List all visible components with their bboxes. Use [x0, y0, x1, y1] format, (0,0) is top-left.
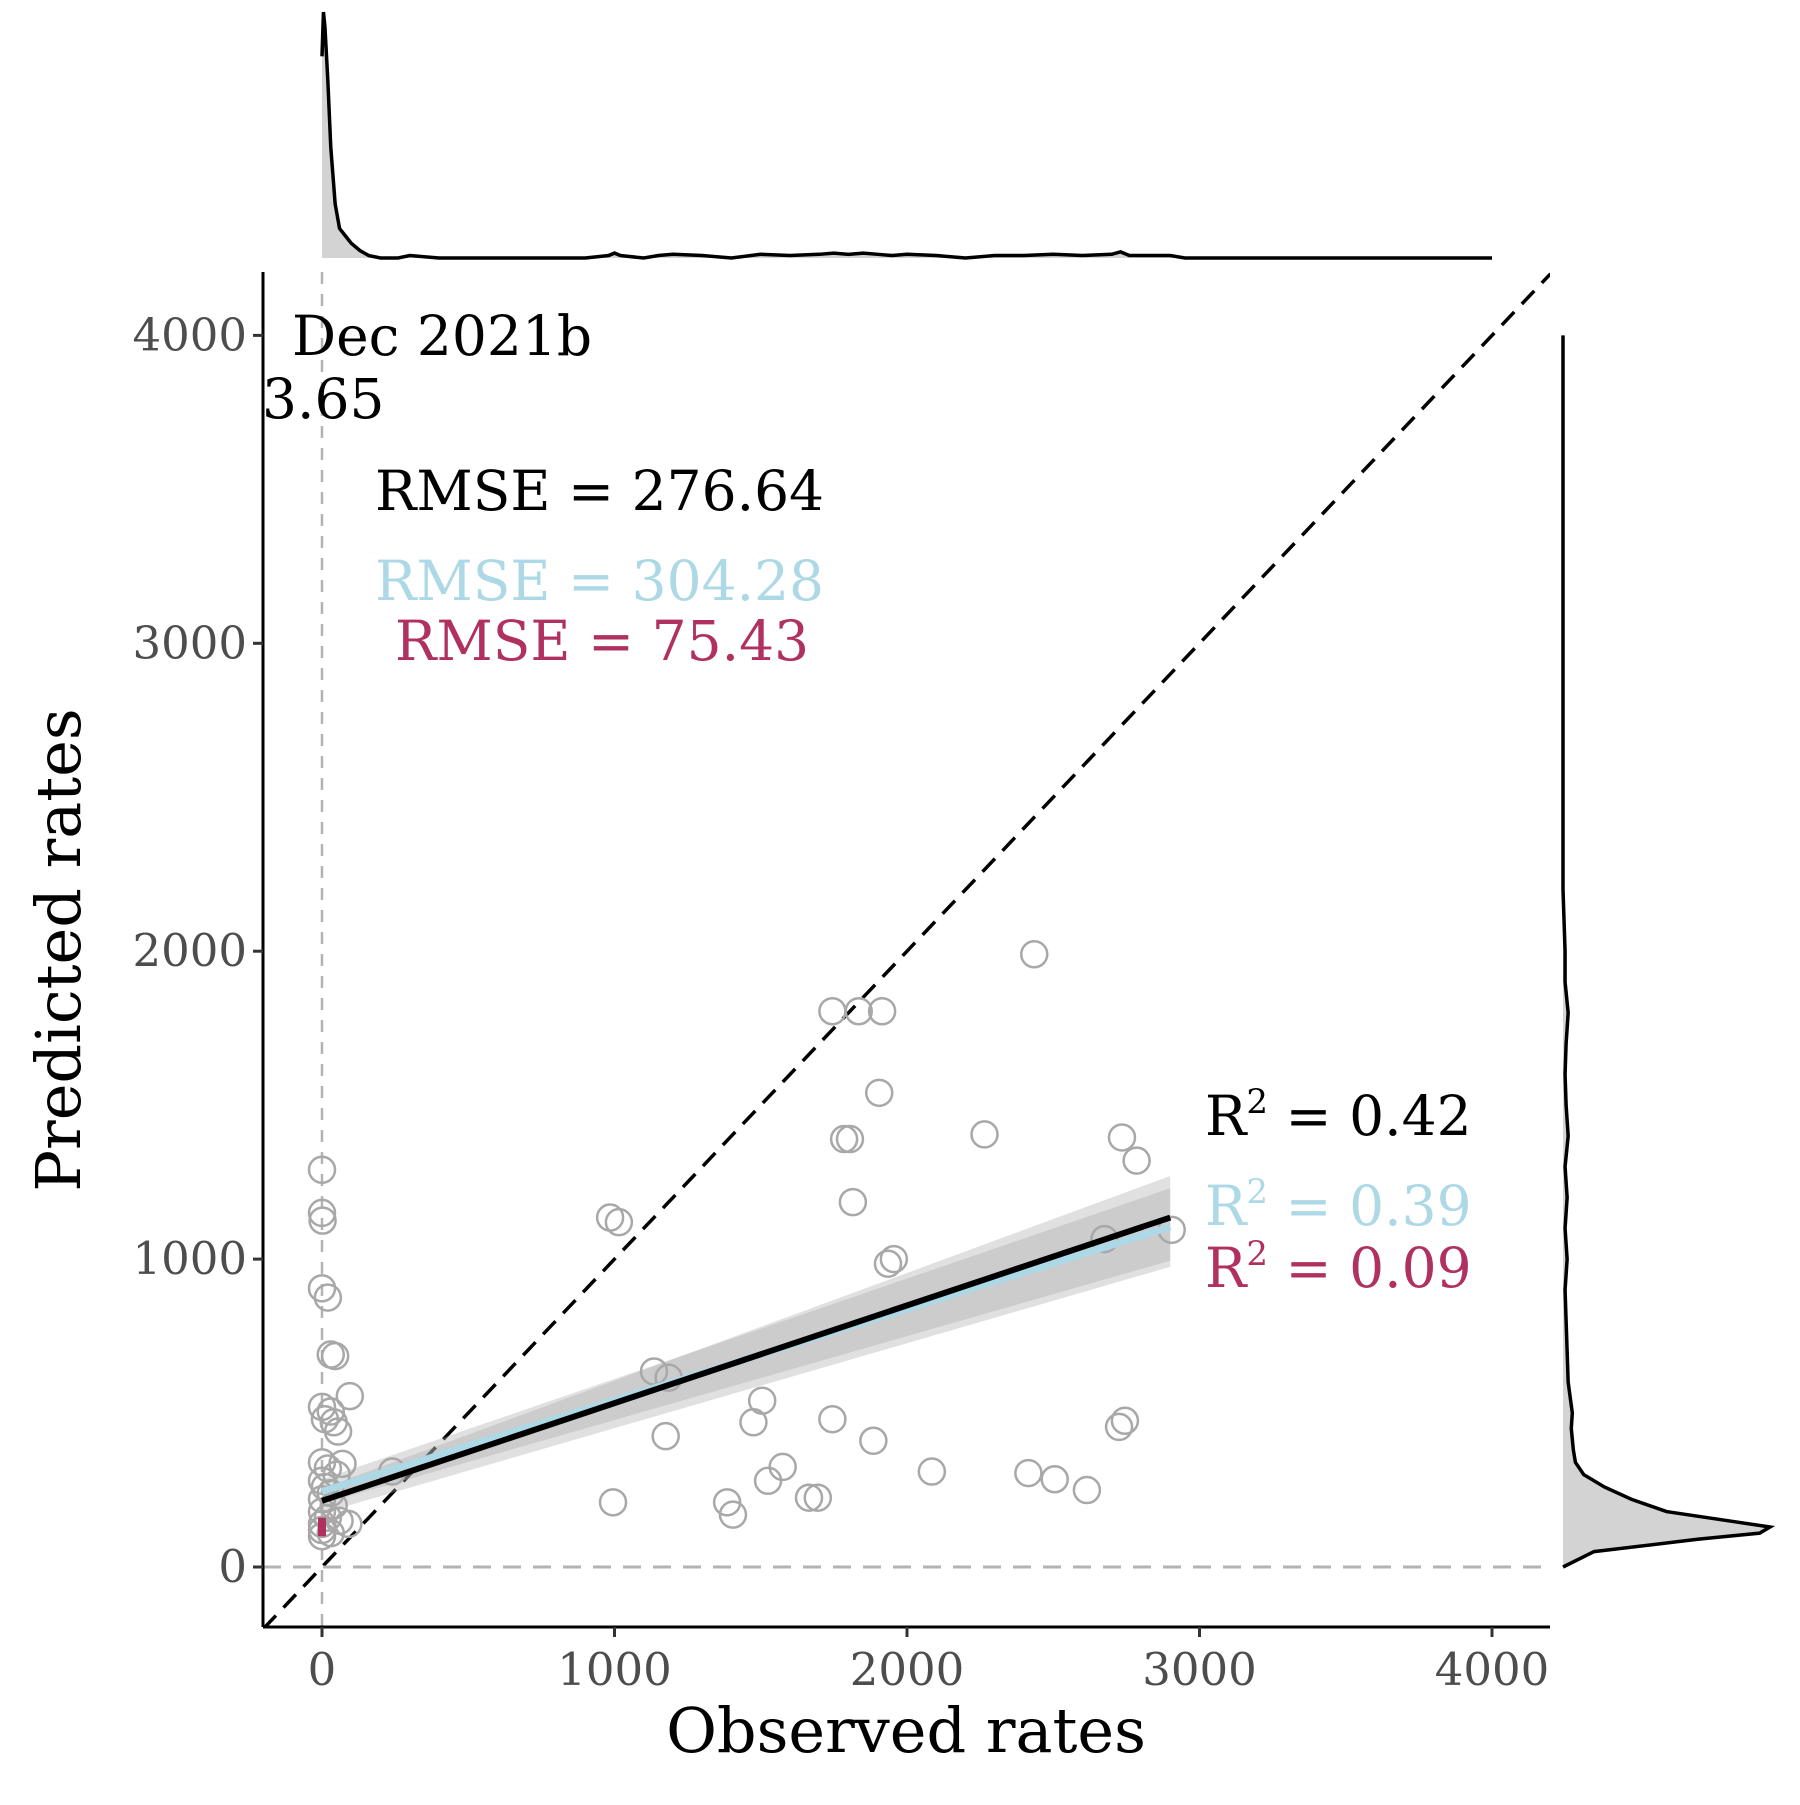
- data-point-2: [308, 1206, 337, 1235]
- x-tick-label-1: 1000: [557, 1643, 672, 1696]
- x-axis-ticks: 0 1000 2000 3000 4000: [308, 1627, 1550, 1696]
- r2-overall-r: R: [1205, 1084, 1248, 1148]
- data-point-53: [873, 1249, 903, 1278]
- data-point-35: [651, 1421, 680, 1451]
- data-point-16: [328, 1449, 357, 1479]
- data-point-51: [835, 1124, 865, 1154]
- data-point-56: [917, 1457, 947, 1486]
- r2-red-value: = 0.09: [1268, 1236, 1472, 1300]
- data-point-26: [334, 1509, 363, 1539]
- x-tick-label-4: 4000: [1435, 1643, 1550, 1696]
- data-point-43: [794, 1483, 824, 1512]
- data-point-64: [1122, 1146, 1151, 1175]
- data-point-63: [1107, 1123, 1137, 1152]
- y-tick-label-4: 4000: [132, 308, 247, 361]
- r2-red-sup: 2: [1246, 1234, 1268, 1274]
- y-axis-ticks: 0 1000 2000 3000 4000: [132, 308, 263, 1593]
- data-point-49: [864, 1078, 894, 1108]
- data-point-59: [1014, 1458, 1043, 1488]
- data-point-57: [970, 1120, 999, 1149]
- annotation-title: Dec 2021b: [292, 304, 592, 368]
- data-points: [307, 940, 1186, 1551]
- rmse-red: RMSE = 75.43: [395, 609, 809, 673]
- data-point-61: [1072, 1475, 1102, 1505]
- right-density-fill: [1563, 335, 1770, 1567]
- marginal-density-right: [1561, 335, 1776, 1569]
- data-point-54: [879, 1244, 909, 1274]
- data-point-38: [718, 1500, 748, 1529]
- x-tick-label-0: 0: [308, 1643, 337, 1696]
- data-point-41: [753, 1466, 783, 1496]
- data-point-42: [768, 1452, 797, 1482]
- rmse-blue: RMSE = 304.28: [375, 549, 824, 613]
- r2-overall-sup: 2: [1246, 1082, 1268, 1122]
- data-point-3: [307, 1274, 337, 1303]
- r2-red: R2 = 0.09: [1205, 1234, 1472, 1300]
- data-point-8: [316, 1397, 346, 1426]
- data-point-48: [867, 996, 897, 1026]
- y-tick-label-3: 3000: [132, 616, 247, 669]
- data-point-47: [844, 996, 873, 1026]
- y-tick-label-1: 1000: [132, 1232, 247, 1285]
- data-point-32: [604, 1207, 634, 1237]
- r2-red-r: R: [1205, 1236, 1248, 1300]
- annotation-subtitle: 3.65: [262, 367, 384, 431]
- data-point-52: [838, 1187, 868, 1217]
- r2-blue-value: = 0.39: [1268, 1174, 1472, 1238]
- data-point-65: [1104, 1412, 1134, 1442]
- y-axis-title: Predicted rates: [22, 708, 95, 1191]
- data-point-4: [313, 1283, 343, 1312]
- data-point-40: [747, 1386, 777, 1415]
- marginal-density-top: [320, 11, 1492, 260]
- x-axis-title: Observed rates: [666, 1694, 1146, 1767]
- data-point-55: [859, 1426, 888, 1456]
- data-point-46: [818, 996, 847, 1026]
- data-point-6: [320, 1341, 350, 1371]
- r2-blue: R2 = 0.39: [1205, 1172, 1472, 1238]
- data-point-60: [1040, 1464, 1069, 1494]
- data-point-1: [307, 1198, 337, 1228]
- data-point-45: [818, 1404, 847, 1434]
- r2-blue-r: R: [1205, 1174, 1248, 1238]
- fit-lines: [318, 1214, 1172, 1537]
- data-point-58: [1019, 940, 1049, 969]
- r2-blue-sup: 2: [1246, 1172, 1268, 1212]
- data-point-50: [829, 1124, 859, 1154]
- data-point-11: [323, 1417, 353, 1446]
- y-tick-label-0: 0: [218, 1540, 247, 1593]
- data-point-44: [803, 1483, 833, 1512]
- data-point-36: [598, 1488, 628, 1517]
- r2-overall-value: = 0.42: [1268, 1084, 1472, 1148]
- data-point-12: [335, 1381, 365, 1411]
- fit-bands: [322, 1175, 1171, 1514]
- data-point-0: [307, 1155, 337, 1185]
- r2-overall: R2 = 0.42: [1205, 1082, 1472, 1148]
- data-point-66: [1110, 1406, 1140, 1435]
- top-density-fill: [322, 12, 1492, 258]
- fit-overall-line: [321, 1214, 1172, 1504]
- rmse-overall: RMSE = 276.64: [375, 459, 824, 523]
- data-point-62: [1090, 1224, 1119, 1254]
- y-tick-label-2: 2000: [132, 924, 247, 977]
- top-density-line: [320, 11, 1492, 260]
- x-tick-label-2: 2000: [850, 1643, 965, 1696]
- identity-line: [263, 272, 1550, 1627]
- x-tick-label-3: 3000: [1142, 1643, 1257, 1696]
- right-density-line: [1561, 335, 1776, 1569]
